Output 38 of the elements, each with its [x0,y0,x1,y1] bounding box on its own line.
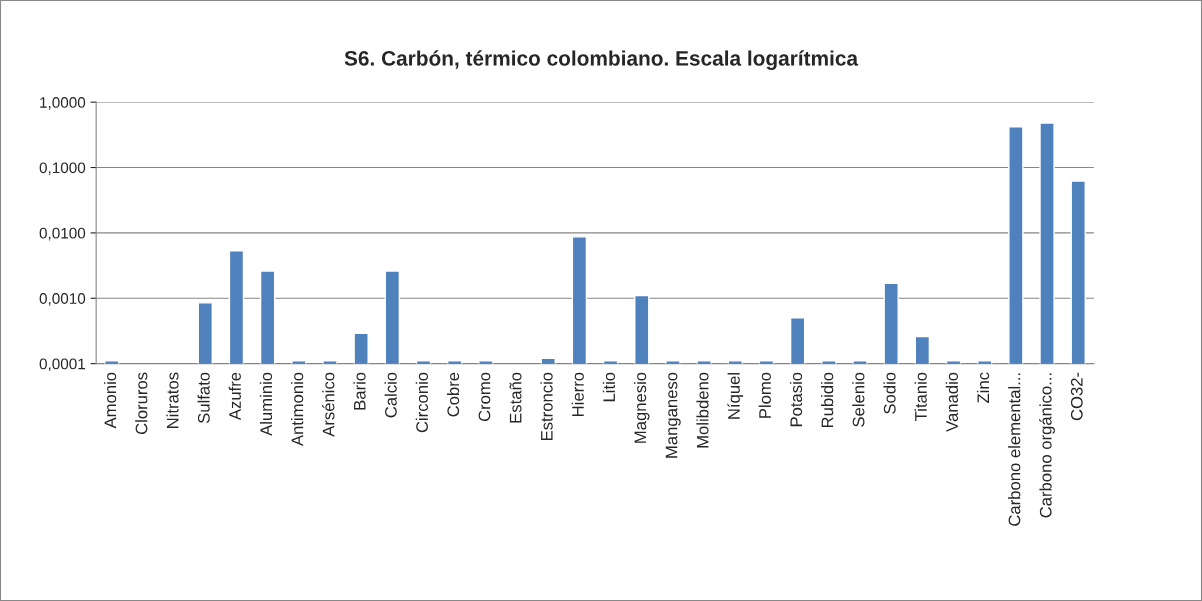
y-tick-label: 0,0010 [39,293,86,306]
x-tick-label: Calcio [384,372,397,418]
x-tick-label: CO32- [1070,372,1083,421]
x-tick-label: Cromo [478,372,491,422]
x-tick-label: Antimonio [291,372,304,447]
y-tick-label: 1,0000 [40,97,86,110]
x-tick-label: Cobre [446,372,460,417]
x-tick-label: Litio [602,372,616,402]
x-tick-label: Potasio [789,372,803,427]
chart-title: S6. Carbón, térmico colombiano. Escala logarítmica [344,50,859,70]
x-tick-label: Manganeso [665,372,681,458]
x-tick-label: Circonio [415,372,428,433]
y-tick-label: 0,1000 [39,162,86,176]
x-tick-label: Plomo [758,372,771,418]
x-tick-label: Molibdeno [696,372,709,448]
x-tick-label: Rubidio [821,372,834,428]
x-tick-label: Aluminio [259,372,273,436]
x-tick-label: Estaño [509,372,522,423]
x-tick-label: Bario [353,372,366,410]
x-tick-label: Carbono orgánico... [1039,373,1055,518]
x-tick-label: Selenio [852,372,865,427]
y-tick-label: 0,0100 [39,227,86,241]
x-tick-label: Arsénico [322,372,335,437]
x-tick-label: Vanadio [945,372,958,432]
x-tick-label: Cloruros [135,372,148,435]
x-tick-label: Titanio [914,372,927,421]
x-tick-label: Níquel [727,373,744,419]
x-tick-label: Sodio [883,372,896,414]
x-tick-label: Estroncio [540,372,553,441]
x-tick-label: Hierro [571,372,584,416]
x-tick-label: Nitratos [166,372,179,428]
x-tick-label: Sulfato [197,372,210,424]
x-tick-label: Magnesio [633,372,650,443]
x-tick-label: Azufre [228,372,241,421]
x-tick-label: Amonio [103,372,117,429]
y-tick-label: 0,0001 [39,358,85,372]
x-tick-label: Carbono elemental... [1008,373,1021,526]
x-tick-label: Zinc [976,372,990,403]
